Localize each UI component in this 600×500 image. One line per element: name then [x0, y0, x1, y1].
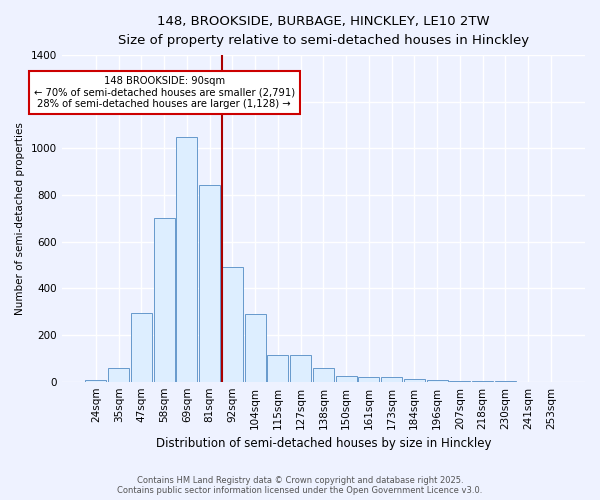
Bar [290, 355, 311, 382]
Bar [472, 381, 493, 382]
Title: 148, BROOKSIDE, BURBAGE, HINCKLEY, LE10 2TW
Size of property relative to semi-de: 148, BROOKSIDE, BURBAGE, HINCKLEY, LE10 … [118, 15, 529, 47]
Bar [381, 377, 402, 382]
Y-axis label: Number of semi-detached properties: Number of semi-detached properties [15, 122, 25, 315]
Bar [427, 380, 448, 382]
Bar [176, 137, 197, 382]
Bar [154, 218, 175, 382]
Bar [222, 268, 243, 382]
Bar [404, 380, 425, 382]
Bar [199, 184, 220, 382]
Bar [358, 377, 379, 382]
Bar [245, 314, 266, 382]
Bar [108, 368, 129, 382]
Bar [131, 313, 152, 382]
Bar [85, 380, 106, 382]
Bar [449, 380, 470, 382]
X-axis label: Distribution of semi-detached houses by size in Hinckley: Distribution of semi-detached houses by … [155, 437, 491, 450]
Bar [268, 355, 289, 382]
Bar [335, 376, 356, 382]
Bar [313, 368, 334, 382]
Text: Contains HM Land Registry data © Crown copyright and database right 2025.
Contai: Contains HM Land Registry data © Crown c… [118, 476, 482, 495]
Text: 148 BROOKSIDE: 90sqm
← 70% of semi-detached houses are smaller (2,791)
28% of se: 148 BROOKSIDE: 90sqm ← 70% of semi-detac… [34, 76, 295, 110]
